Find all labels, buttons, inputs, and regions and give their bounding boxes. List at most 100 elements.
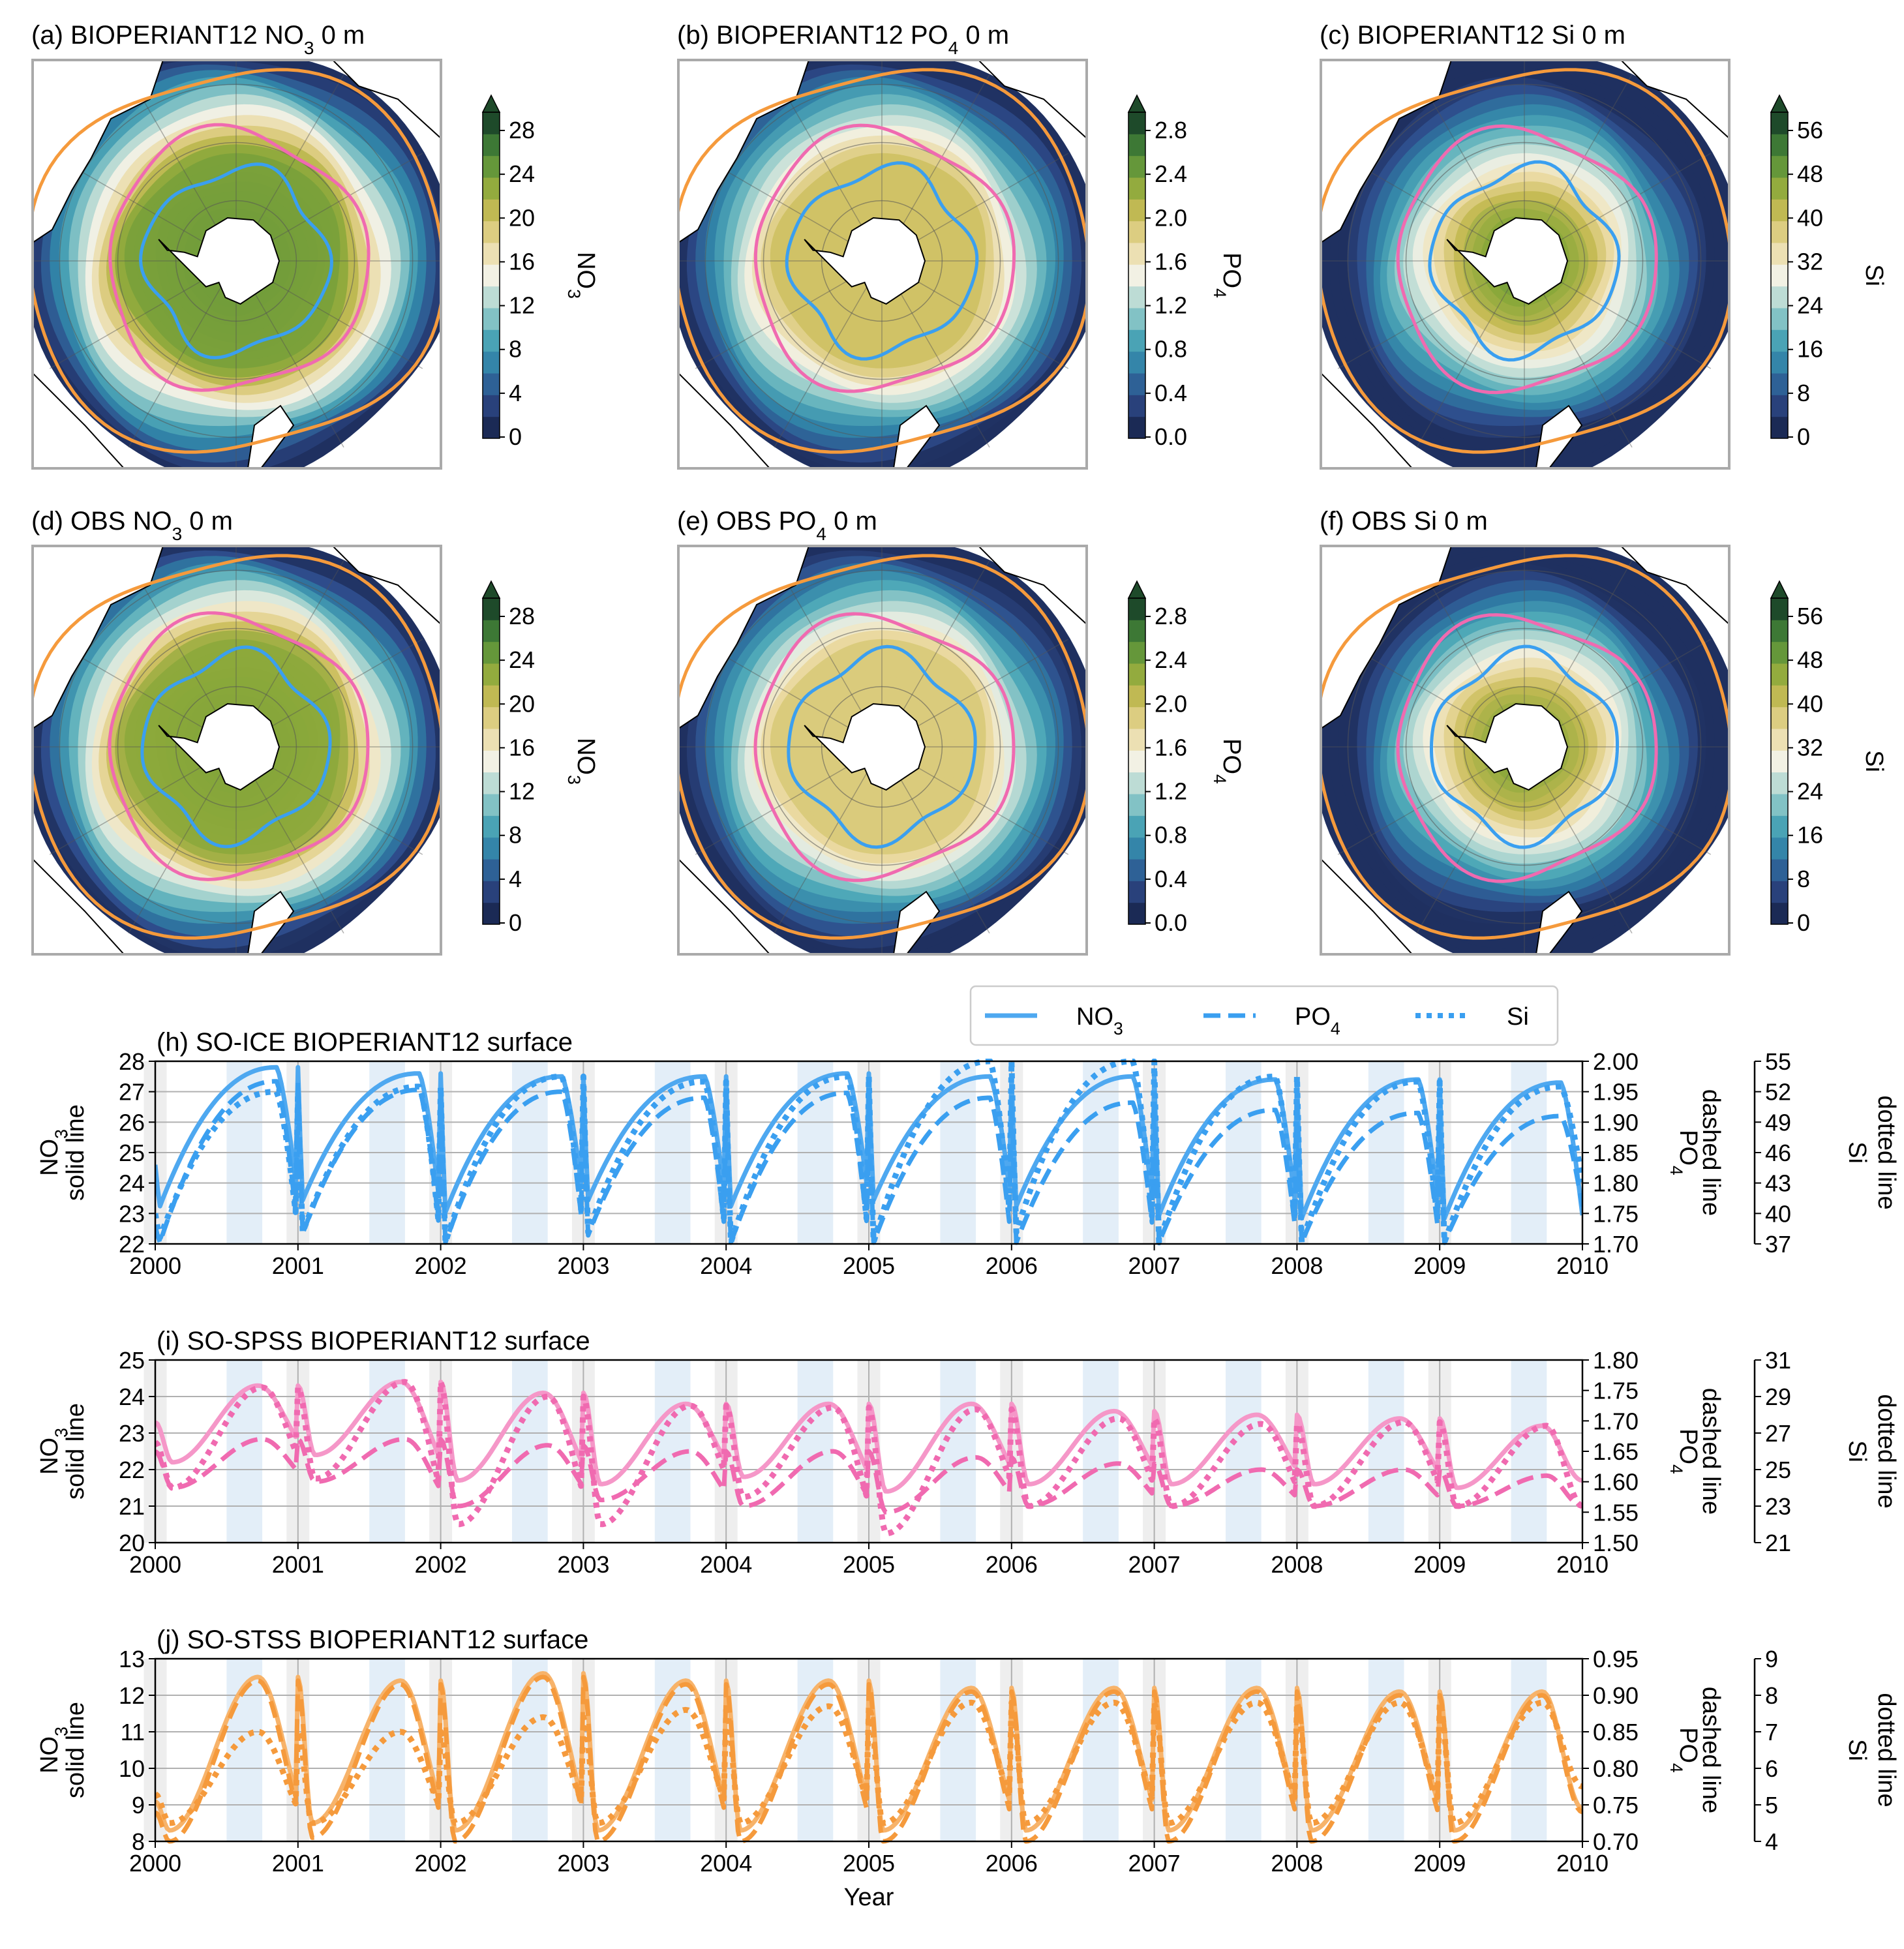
colorbar-frame — [1770, 597, 1789, 925]
x-tick-label: 2007 — [1128, 1551, 1181, 1578]
y-left-tick-label: 22 — [119, 1457, 145, 1483]
colorbar-swatch — [483, 329, 500, 352]
colorbar-tick-label: 20 — [509, 204, 535, 231]
colorbar-tick-label: 2.0 — [1155, 204, 1187, 231]
winter-shading — [1368, 1659, 1404, 1841]
stss-boundary — [678, 68, 1087, 454]
antarctica-landmass — [804, 703, 926, 791]
y-left-label-sub: solid line — [62, 1702, 89, 1798]
sea-ice-boundary — [1428, 160, 1621, 362]
x-tick-label: 2005 — [843, 1850, 895, 1877]
x-tick-label: 2000 — [129, 1551, 181, 1578]
colorbar-swatch — [483, 598, 500, 620]
colorbar-frame — [1128, 112, 1146, 439]
colorbar-swatch — [1128, 134, 1145, 157]
colorbar-swatch — [1771, 750, 1788, 773]
colorbar-swatch — [483, 243, 500, 265]
colorbar: 0 4 8 12 16 20 24 28 NO3 — [481, 580, 599, 936]
map-frame — [1320, 59, 1730, 470]
colorbar-tick-label: 24 — [509, 646, 535, 673]
colorbar-swatch — [1771, 199, 1788, 222]
map-panel-f: (f) OBS Si 0 m 0 8 16 24 32 40 48 56 Si — [1320, 507, 1888, 956]
colorbar-tick-label: 0.4 — [1155, 866, 1187, 892]
x-tick-label: 2006 — [986, 1252, 1038, 1279]
colorbar-tick-label: 2.0 — [1155, 690, 1187, 717]
colorbar-tick-label: 0 — [1797, 423, 1810, 450]
stss-boundary — [33, 554, 441, 940]
colorbar-swatch — [483, 199, 500, 222]
colorbar: 0 8 16 24 32 40 48 56 Si — [1770, 580, 1888, 936]
latitude-circle — [1405, 142, 1644, 380]
y-far-tick-label: 7 — [1765, 1719, 1778, 1745]
colorbar-frame — [482, 112, 500, 439]
y-right-tick-label: 1.85 — [1593, 1140, 1639, 1166]
x-tick-label: 2005 — [843, 1252, 895, 1279]
y-right-label: PO4 — [1667, 1428, 1702, 1474]
latitude-circle — [704, 569, 1059, 924]
x-tick-label: 2010 — [1556, 1252, 1609, 1279]
colorbar-swatch — [483, 685, 500, 708]
colorbar-swatch — [483, 220, 500, 243]
y-far-tick-label: 49 — [1765, 1109, 1791, 1136]
x-tick-label: 2000 — [129, 1252, 181, 1279]
x-tick-label: 2000 — [129, 1850, 181, 1877]
colorbar-tick-label: 0 — [1797, 909, 1810, 936]
map-frame — [1320, 545, 1730, 956]
colorbar-swatch — [1771, 243, 1788, 265]
colorbar-tick-label: 56 — [1797, 117, 1823, 144]
legend-label: NO3 — [1076, 1003, 1123, 1038]
stss-boundary — [678, 554, 1087, 940]
colorbar-swatch — [1128, 177, 1145, 200]
colorbar-swatch — [483, 837, 500, 860]
y-right-label: PO4 — [1667, 1727, 1702, 1773]
winter-shading — [1511, 1659, 1547, 1841]
new-zealand-landmass — [892, 404, 941, 468]
latitude-circle — [117, 627, 355, 866]
y-right-tick-label: 0.95 — [1593, 1646, 1639, 1672]
y-far-label-sub: dotted line — [1873, 1394, 1900, 1508]
sea-ice-boundary — [1430, 644, 1619, 849]
colorbar-swatch — [483, 881, 500, 903]
sea-ice-boundary — [139, 162, 333, 359]
colorbar-swatch — [1771, 329, 1788, 352]
africa-landmass — [977, 546, 1087, 626]
y-far-tick-label: 40 — [1765, 1200, 1791, 1227]
y-left-label-sub: solid line — [62, 1104, 89, 1201]
y-far-tick-label: 43 — [1765, 1170, 1791, 1197]
y-left-tick-label: 25 — [119, 1140, 145, 1166]
y-far-label: Si — [1843, 1440, 1871, 1462]
x-tick-label: 2002 — [415, 1551, 467, 1578]
y-far-tick-label: 31 — [1765, 1347, 1791, 1374]
y-left-tick-label: 24 — [119, 1383, 145, 1410]
y-left-tick-label: 20 — [119, 1530, 145, 1556]
y-far-label: Si — [1843, 1141, 1871, 1164]
y-far-tick-label: 25 — [1765, 1457, 1791, 1483]
map-frame — [677, 545, 1088, 956]
colorbar-swatch — [1128, 243, 1145, 265]
colorbar-swatch — [483, 706, 500, 729]
new-zealand-landmass — [247, 404, 295, 468]
x-tick-label: 2004 — [700, 1551, 752, 1578]
y-right-tick-label: 1.50 — [1593, 1530, 1639, 1556]
colorbar-swatch — [483, 112, 500, 134]
y-far-tick-label: 23 — [1765, 1493, 1791, 1520]
y-right-tick-label: 2.00 — [1593, 1048, 1639, 1075]
y-right-tick-label: 0.90 — [1593, 1682, 1639, 1709]
colorbar-tick-label: 0 — [509, 423, 522, 450]
y-right-label-sub: dashed line — [1697, 1687, 1725, 1813]
timeseries-panels: (h) SO-ICE BIOPERIANT12 surface 2000 2001 2… — [36, 1028, 1900, 1911]
colorbar-swatch — [1771, 351, 1788, 374]
y-far-tick-label: 4 — [1765, 1828, 1778, 1855]
y-left-tick-label: 23 — [119, 1200, 145, 1227]
latitude-circle — [175, 686, 297, 808]
colorbar-tick-label: 48 — [1797, 646, 1823, 673]
x-tick-label: 2003 — [557, 1252, 609, 1279]
africa-landmass — [331, 546, 441, 626]
spss-boundary — [1396, 613, 1658, 883]
x-tick-label: 2009 — [1413, 1551, 1466, 1578]
antarctica-landmass — [1446, 703, 1569, 791]
stss-boundary — [33, 68, 441, 454]
colorbar-tick-label: 56 — [1797, 603, 1823, 629]
x-tick-label: 2001 — [272, 1850, 324, 1877]
colorbar-swatch — [1128, 264, 1145, 287]
